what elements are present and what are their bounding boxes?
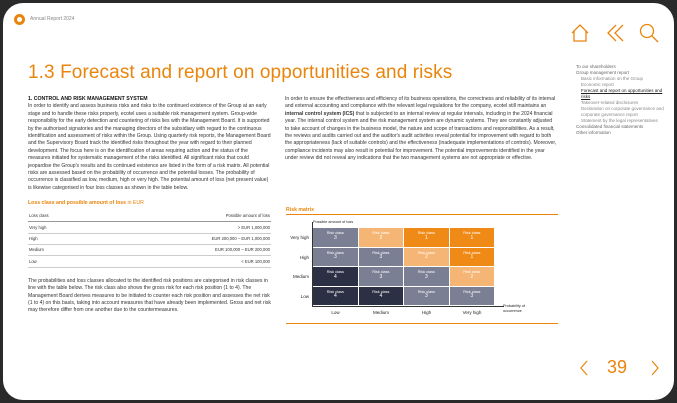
- left-column: 1. CONTROL AND RISK MANAGEMENT SYSTEM In…: [28, 96, 271, 315]
- sidebar-item[interactable]: Economic report: [581, 82, 614, 88]
- risk-cell: Risk class 1: [449, 228, 495, 247]
- loss-table-title: Loss class and possible amount of loss i…: [28, 200, 144, 207]
- x-tick-label: Low: [331, 310, 340, 315]
- section-heading: 1. CONTROL AND RISK MANAGEMENT SYSTEM: [28, 96, 148, 102]
- sidebar-item[interactable]: Takeover-related disclosures: [581, 100, 639, 106]
- table-cell: EUR 100,000 – EUR 200,000: [91, 244, 271, 257]
- divider: [286, 323, 558, 324]
- table-cell: Medium: [28, 244, 92, 257]
- page-title: 1.3 Forecast and report on opportunities…: [28, 62, 453, 83]
- table-cell: Low: [28, 255, 92, 268]
- y-tick-label: High: [299, 254, 309, 260]
- risk-cell: Risk class 1: [404, 228, 449, 247]
- table-cell: > EUR 1,000,000: [91, 221, 271, 234]
- x-tick-label: Very high: [462, 310, 482, 315]
- risk-cell: Risk class 3: [449, 286, 495, 306]
- risk-cell: Risk class 3: [313, 247, 358, 267]
- sidebar-item[interactable]: Declaration on corporate governance and …: [581, 106, 664, 117]
- table-cell: High: [28, 233, 92, 245]
- sidebar-item[interactable]: Group management report: [576, 70, 630, 76]
- table-header-row: Loss class Possible amount of loss: [28, 210, 271, 223]
- table-row: Medium EUR 100,000 – EUR 200,000: [28, 244, 271, 257]
- table-header-cell: Loss class: [28, 210, 92, 223]
- table-header-cell: Possible amount of loss: [91, 210, 271, 223]
- search-icon[interactable]: [638, 22, 660, 44]
- y-axis-line: [312, 222, 313, 307]
- y-tick-label: Very high: [290, 235, 309, 240]
- y-tick-label: Low: [300, 293, 309, 299]
- risk-cell: Risk class 4: [313, 286, 358, 306]
- paragraph-3: In order to ensure the effectiveness and…: [285, 96, 557, 162]
- risk-cell: Risk class 4: [313, 267, 358, 286]
- paragraph-1: In order to identify and assess business…: [28, 103, 271, 191]
- risk-cell: Risk class 2: [449, 267, 495, 286]
- table-cell: EUR 200,000 – EUR 1,000,000: [91, 233, 271, 245]
- table-row: Low < EUR 100,000: [28, 255, 271, 268]
- table-cell: < EUR 100,000: [91, 255, 271, 268]
- risk-cell: Risk class 3: [404, 267, 449, 286]
- x-tick-label: Medium: [372, 310, 389, 315]
- y-axis-title: Possible amount of loss: [313, 220, 354, 224]
- sidebar-item[interactable]: Statement by the legal representatives: [581, 117, 658, 123]
- back-icon[interactable]: [605, 22, 627, 44]
- risk-cell: Risk class 3: [358, 267, 404, 286]
- previous-page-icon[interactable]: [578, 359, 590, 377]
- report-title: Annual Report 2024: [30, 16, 75, 22]
- sidebar-item[interactable]: Consolidated financial statements: [576, 123, 644, 129]
- sidebar-nav: To our shareholders Group management repo…: [576, 64, 670, 136]
- table-row: Very high > EUR 1,000,000: [28, 221, 271, 234]
- y-tick-label: Medium: [292, 274, 309, 279]
- page-frame: Annual Report 2024 1.3 Forecast and repo…: [3, 3, 674, 400]
- risk-cell: Risk class 2: [358, 228, 404, 247]
- table-cell: Very high: [28, 221, 92, 234]
- divider: [286, 214, 558, 215]
- paragraph-2: The probabilities and loss classes alloc…: [28, 277, 271, 314]
- sidebar-item[interactable]: To our shareholders: [576, 64, 616, 69]
- risk-cell: Risk class 3: [404, 286, 449, 306]
- right-column: In order to ensure the effectiveness and…: [285, 96, 557, 163]
- sidebar-item[interactable]: Basic information on the Group: [581, 76, 644, 82]
- risk-cell: Risk class 3: [358, 247, 404, 267]
- x-tick-label: High: [421, 310, 432, 315]
- home-icon[interactable]: [569, 22, 591, 44]
- loss-table: Loss class Possible amount of loss Very …: [28, 210, 271, 268]
- risk-matrix-title: Risk matrix: [286, 207, 314, 213]
- risk-cell: Risk class 4: [358, 286, 404, 306]
- risk-cell: Risk class 1: [449, 247, 495, 267]
- x-axis-line: [312, 306, 504, 307]
- table-row: High EUR 200,000 – EUR 1,000,000: [28, 233, 271, 245]
- next-page-icon[interactable]: [649, 359, 661, 377]
- sidebar-item[interactable]: Other information: [576, 130, 611, 136]
- risk-cell: Risk class 2: [404, 247, 449, 267]
- risk-cell: Risk class 3: [313, 228, 358, 247]
- page-number: 39: [607, 357, 628, 377]
- x-axis-title: Probability of occurrence: [503, 304, 525, 313]
- ecotel-logo: [14, 14, 25, 25]
- sidebar-item[interactable]: Forecast and report on opportunities and…: [581, 88, 663, 99]
